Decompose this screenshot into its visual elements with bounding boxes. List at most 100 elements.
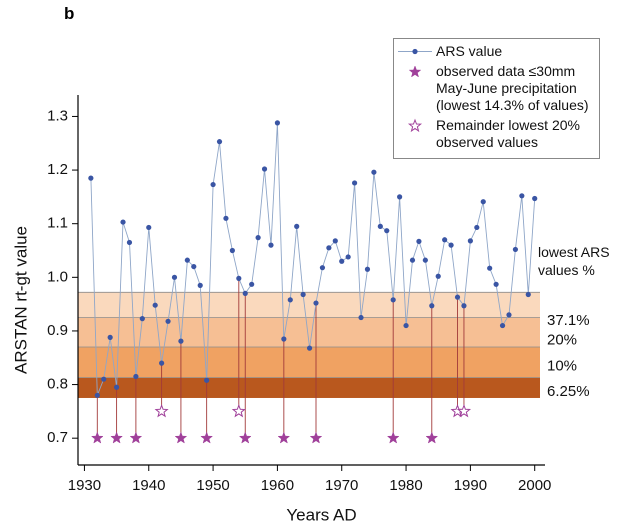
ars-point	[306, 345, 313, 351]
ars-point	[487, 265, 493, 271]
ars-point	[351, 180, 358, 186]
ars-point	[435, 273, 441, 279]
ars-point	[191, 263, 197, 270]
ars-point	[126, 239, 133, 246]
y-axis-label: ARSTAN rt-gt value	[11, 226, 30, 374]
ars-point	[294, 223, 300, 229]
ars-point	[532, 195, 538, 202]
ars-point	[506, 312, 512, 318]
legend-star	[407, 118, 423, 133]
x-tick-label: 1980	[389, 477, 422, 494]
x-tick-label: 1970	[325, 477, 358, 494]
ars-point	[197, 282, 203, 288]
x-axis-label: Years AD	[286, 505, 356, 524]
ars-point	[409, 257, 416, 263]
band-label: 20%	[547, 331, 577, 348]
band-label: 37.1%	[547, 312, 590, 329]
star-marker	[90, 431, 104, 444]
ars-point	[474, 224, 480, 231]
ars-point	[133, 373, 139, 380]
ars-point	[300, 291, 306, 298]
ars-point	[512, 246, 519, 253]
y-tick-label: 1.0	[47, 268, 68, 285]
band	[78, 347, 540, 378]
x-tick-label: 1990	[454, 477, 487, 494]
ars-point	[287, 297, 293, 303]
ars-point	[429, 303, 435, 309]
ars-point	[493, 281, 499, 287]
ars-point	[159, 360, 165, 366]
ars-point	[146, 224, 152, 231]
ars-point	[332, 238, 338, 244]
star-marker	[309, 431, 323, 444]
ars-point	[397, 194, 403, 200]
ars-point	[422, 257, 428, 263]
legend-label: Remainder lowest 20% observed values	[436, 117, 580, 150]
star-marker	[129, 431, 143, 444]
ars-point	[171, 274, 178, 280]
ars-point	[454, 294, 461, 300]
ars-point	[416, 238, 422, 244]
ars-point	[403, 322, 409, 329]
ars-point	[448, 242, 454, 248]
ars-point	[152, 302, 158, 308]
star-marker	[231, 404, 246, 418]
legend-icon	[407, 118, 423, 133]
ars-point	[229, 247, 235, 254]
ars-point	[274, 120, 281, 126]
ars-point	[139, 316, 145, 322]
legend-label: ARS value	[436, 43, 503, 59]
y-tick-label: 0.8	[47, 376, 68, 393]
legend-label: observed data ≤30mm May-June precipitati…	[436, 63, 589, 113]
legend-entry: ARS value	[394, 43, 599, 60]
ars-point	[204, 377, 210, 383]
legend-icon	[408, 65, 422, 78]
ars-line	[90, 122, 536, 396]
band-label: 10%	[547, 357, 577, 374]
band	[78, 292, 540, 318]
star-marker	[110, 431, 123, 444]
legend-entry: observed data ≤30mm May-June precipitati…	[394, 63, 599, 114]
legend-entry: Remainder lowest 20% observed values	[394, 117, 599, 151]
ars-point	[94, 392, 100, 398]
ars-point	[345, 254, 351, 260]
y-tick-label: 0.7	[47, 429, 68, 446]
y-tick-label: 1.1	[47, 215, 68, 232]
ars-point	[281, 336, 287, 342]
ars-point	[242, 290, 248, 297]
ars-point	[384, 228, 390, 234]
ars-point	[377, 223, 383, 229]
star-marker	[174, 431, 188, 444]
ars-point	[184, 257, 190, 263]
ars-point	[461, 303, 467, 309]
ars-point	[101, 376, 107, 382]
y-tick-label: 0.9	[47, 322, 68, 339]
legend-star	[408, 65, 422, 78]
band-note: lowest ARS values %	[538, 244, 610, 278]
star-marker	[154, 404, 169, 418]
star-marker	[425, 431, 439, 444]
ars-point	[364, 266, 371, 272]
ars-point	[113, 384, 120, 390]
band-label: 6.25%	[547, 383, 590, 400]
legend: ARS value observed data ≤30mm May-June pr…	[393, 38, 600, 159]
ars-point	[390, 297, 396, 303]
x-tick-label: 1950	[196, 477, 229, 494]
star-marker	[277, 431, 291, 444]
star-marker	[386, 431, 400, 444]
x-tick-label: 1940	[132, 477, 165, 494]
ars-point	[268, 242, 274, 248]
ars-point	[88, 175, 94, 181]
ars-point	[261, 166, 268, 172]
ars-point	[165, 318, 171, 324]
star-marker	[238, 431, 252, 444]
ars-point	[313, 300, 319, 306]
y-tick-label: 1.3	[47, 107, 68, 124]
ars-point	[499, 322, 506, 329]
x-tick-label: 1930	[68, 477, 101, 494]
ars-point	[120, 219, 126, 225]
ars-point	[519, 193, 525, 199]
panel-label: b	[64, 4, 75, 23]
